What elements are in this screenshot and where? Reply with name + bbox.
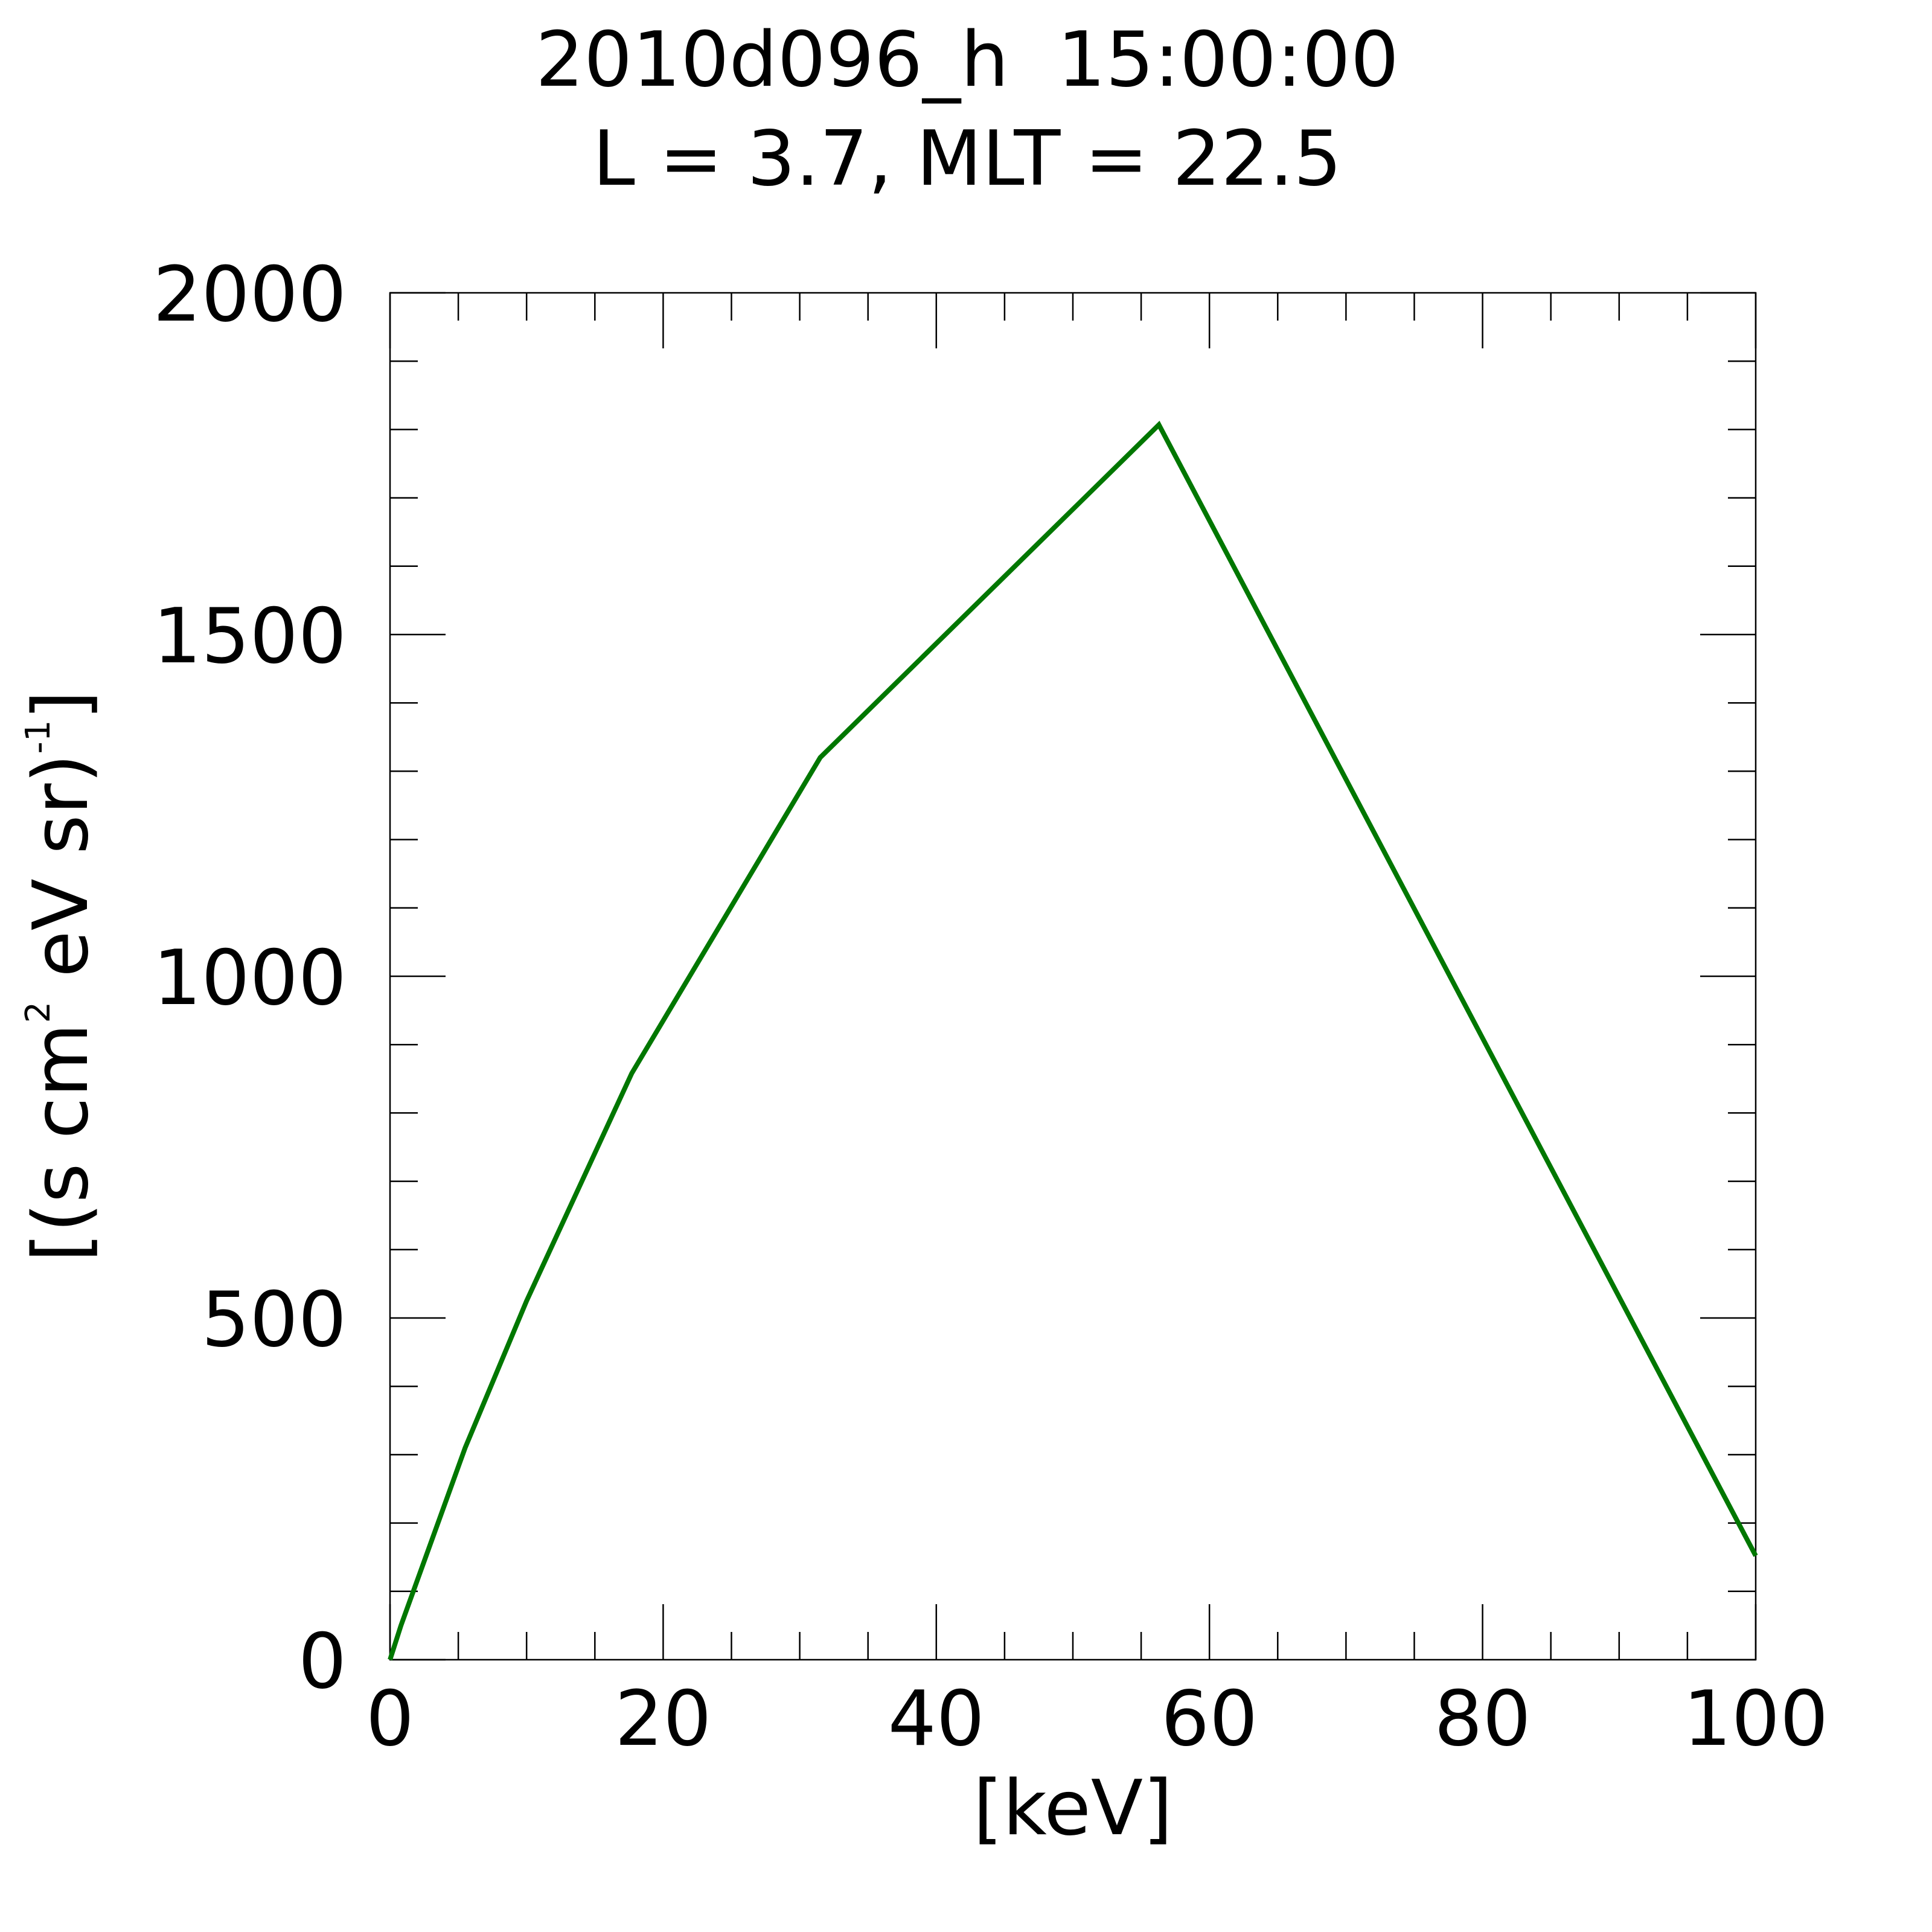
x-tick-label: 0: [366, 1674, 414, 1763]
chart-title-line2: L = 3.7, MLT = 22.5: [592, 114, 1342, 203]
major-ticks: [389, 292, 1757, 1661]
y-tick-label: 2000: [153, 250, 347, 339]
series-line: [388, 420, 1758, 1661]
y-axis-label-middle: eV sr): [16, 753, 105, 1001]
x-tick-labels: 0 20 40 60 80 100: [366, 1674, 1828, 1763]
y-axis-label: [(s cm2 eV sr)-1]: [16, 690, 105, 1262]
y-tick-label: 1000: [153, 933, 347, 1022]
y-tick-labels: 0 500 1000 1500 2000: [153, 250, 347, 1706]
plot-frame: [389, 292, 1757, 1661]
y-axis-label-sup2: -1: [19, 720, 58, 754]
y-axis-label-suffix: ]: [16, 690, 105, 720]
x-tick-label: 80: [1434, 1674, 1531, 1763]
x-tick-label: 20: [615, 1674, 711, 1763]
y-tick-label: 1500: [153, 592, 347, 680]
x-axis-label: [keV]: [973, 1764, 1173, 1852]
y-axis-label-sup1: 2: [19, 1002, 58, 1023]
x-tick-label: 60: [1161, 1674, 1258, 1763]
y-tick-label: 0: [298, 1617, 347, 1706]
y-tick-label: 500: [202, 1275, 347, 1364]
y-axis-label-prefix: [(s cm: [16, 1023, 105, 1262]
x-tick-label: 100: [1683, 1674, 1829, 1763]
minor-ticks: [390, 293, 1756, 1660]
x-tick-label: 40: [888, 1674, 985, 1763]
chart-title-line1: 2010d096_h 15:00:00: [536, 15, 1399, 104]
